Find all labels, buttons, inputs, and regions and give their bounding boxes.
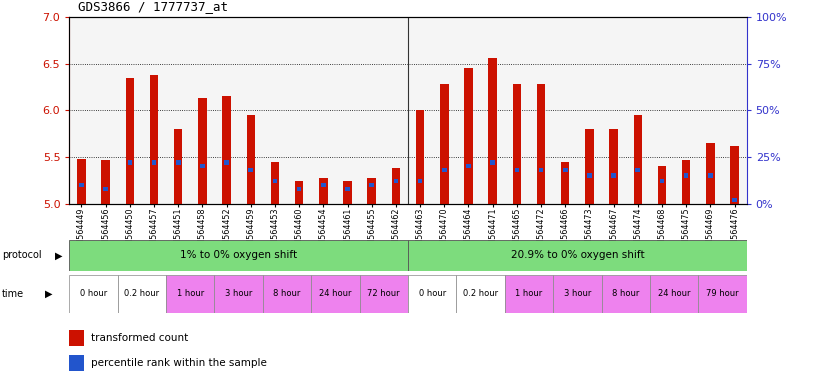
- Bar: [684, 174, 689, 178]
- Text: protocol: protocol: [2, 250, 42, 260]
- Bar: [344, 181, 352, 204]
- Bar: [69, 275, 118, 313]
- Bar: [706, 143, 715, 204]
- Text: GDS3866 / 1777737_at: GDS3866 / 1777737_at: [78, 0, 228, 13]
- Bar: [222, 96, 231, 204]
- Bar: [263, 275, 311, 313]
- Text: 3 hour: 3 hour: [564, 289, 591, 298]
- Bar: [730, 146, 738, 204]
- Text: 8 hour: 8 hour: [273, 289, 301, 298]
- Bar: [610, 129, 618, 204]
- Bar: [418, 179, 423, 183]
- Text: 79 hour: 79 hour: [706, 289, 738, 298]
- Bar: [311, 275, 360, 313]
- Bar: [271, 162, 279, 204]
- Bar: [408, 240, 747, 271]
- Text: 0.2 hour: 0.2 hour: [124, 289, 159, 298]
- Bar: [515, 168, 519, 172]
- Bar: [490, 161, 495, 165]
- Bar: [553, 275, 601, 313]
- Bar: [539, 168, 543, 172]
- Bar: [360, 275, 408, 313]
- Bar: [489, 58, 497, 204]
- Bar: [587, 174, 592, 178]
- Bar: [127, 161, 132, 165]
- Bar: [464, 68, 472, 204]
- Bar: [174, 129, 183, 204]
- Bar: [392, 168, 400, 204]
- Bar: [152, 161, 157, 165]
- Bar: [698, 275, 747, 313]
- Bar: [273, 179, 277, 183]
- Text: 1% to 0% oxygen shift: 1% to 0% oxygen shift: [180, 250, 297, 260]
- Bar: [650, 275, 698, 313]
- Bar: [126, 78, 134, 204]
- Bar: [561, 162, 570, 204]
- Bar: [585, 129, 594, 204]
- Text: time: time: [2, 289, 24, 299]
- Bar: [505, 275, 553, 313]
- Bar: [101, 160, 110, 204]
- Bar: [708, 174, 712, 178]
- Bar: [215, 275, 263, 313]
- Bar: [416, 111, 424, 204]
- Bar: [456, 275, 505, 313]
- Bar: [345, 187, 350, 191]
- Text: 0 hour: 0 hour: [80, 289, 107, 298]
- Bar: [601, 275, 650, 313]
- Bar: [297, 187, 301, 191]
- Bar: [69, 240, 408, 271]
- Bar: [659, 179, 664, 183]
- Bar: [442, 168, 446, 172]
- Bar: [563, 168, 568, 172]
- Text: percentile rank within the sample: percentile rank within the sample: [91, 358, 268, 368]
- Bar: [200, 164, 205, 168]
- Bar: [321, 183, 326, 187]
- Bar: [224, 161, 229, 165]
- Bar: [633, 115, 642, 204]
- Bar: [682, 160, 690, 204]
- Bar: [611, 174, 616, 178]
- Bar: [408, 275, 456, 313]
- Text: transformed count: transformed count: [91, 333, 188, 343]
- Bar: [79, 183, 84, 187]
- Bar: [104, 187, 108, 191]
- Bar: [732, 198, 737, 202]
- Bar: [319, 179, 327, 204]
- Bar: [393, 179, 398, 183]
- Bar: [150, 75, 158, 204]
- Bar: [537, 84, 545, 204]
- Bar: [69, 329, 84, 346]
- Bar: [295, 181, 304, 204]
- Bar: [367, 179, 376, 204]
- Text: 20.9% to 0% oxygen shift: 20.9% to 0% oxygen shift: [511, 250, 644, 260]
- Bar: [246, 115, 255, 204]
- Text: 3 hour: 3 hour: [225, 289, 252, 298]
- Text: 1 hour: 1 hour: [177, 289, 204, 298]
- Text: 0 hour: 0 hour: [419, 289, 446, 298]
- Bar: [466, 164, 471, 168]
- Text: 72 hour: 72 hour: [367, 289, 400, 298]
- Bar: [248, 168, 253, 172]
- Bar: [78, 159, 86, 204]
- Text: ▶: ▶: [55, 250, 62, 260]
- Text: 1 hour: 1 hour: [516, 289, 543, 298]
- Text: 24 hour: 24 hour: [319, 289, 352, 298]
- Text: 8 hour: 8 hour: [612, 289, 640, 298]
- Bar: [636, 168, 640, 172]
- Bar: [118, 275, 166, 313]
- Bar: [69, 354, 84, 371]
- Text: 24 hour: 24 hour: [658, 289, 690, 298]
- Bar: [370, 183, 374, 187]
- Bar: [512, 84, 521, 204]
- Bar: [440, 84, 449, 204]
- Bar: [176, 161, 180, 165]
- Bar: [658, 166, 666, 204]
- Text: 0.2 hour: 0.2 hour: [463, 289, 498, 298]
- Bar: [198, 98, 206, 204]
- Bar: [166, 275, 215, 313]
- Text: ▶: ▶: [45, 289, 52, 299]
